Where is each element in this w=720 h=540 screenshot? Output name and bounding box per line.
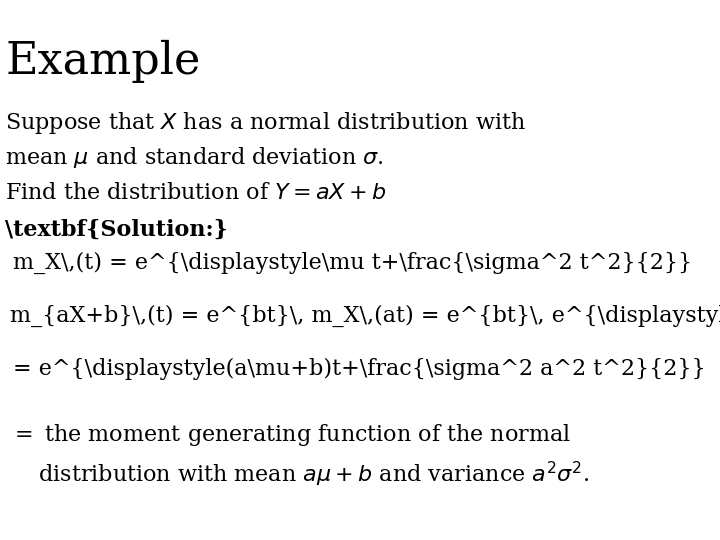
Text: \textbf{Solution:}: \textbf{Solution:} xyxy=(5,219,228,241)
Text: m_{aX+b}\,(t) = e^{bt}\, m_X\,(at) = e^{bt}\, e^{\displaystyle\mu(at)+\frac{\sig: m_{aX+b}\,(t) = e^{bt}\, m_X\,(at) = e^{… xyxy=(9,305,720,327)
Text: Find the distribution of $Y = aX + b$: Find the distribution of $Y = aX + b$ xyxy=(5,182,387,204)
Text: Example: Example xyxy=(5,40,201,83)
Text: m_X\,(t) = e^{\displaystyle\mu t+\frac{\sigma^2 t^2}{2}}: m_X\,(t) = e^{\displaystyle\mu t+\frac{\… xyxy=(14,251,693,274)
Text: $= $ the moment generating function of the normal
    distribution with mean $a\: $= $ the moment generating function of t… xyxy=(9,422,589,489)
Text: Suppose that $X$ has a normal distribution with
mean $\mu$ and standard deviatio: Suppose that $X$ has a normal distributi… xyxy=(5,110,526,170)
Text: = e^{\displaystyle(a\mu+b)t+\frac{\sigma^2 a^2 t^2}{2}}: = e^{\displaystyle(a\mu+b)t+\frac{\sigma… xyxy=(14,358,706,380)
